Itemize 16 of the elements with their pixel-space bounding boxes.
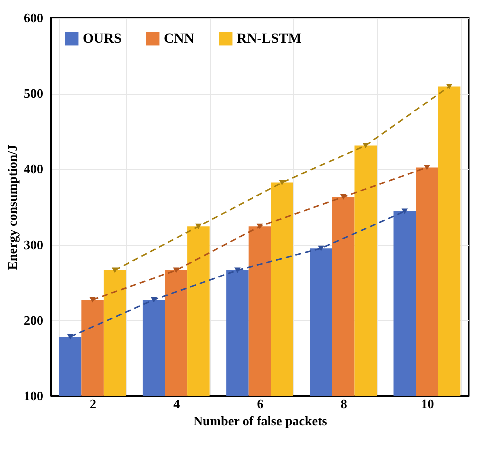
y-axis-title: Energy consumption/J [5, 144, 20, 270]
y-tick-label: 100 [24, 388, 44, 404]
y-tick-label: 300 [24, 237, 44, 252]
legend-label: OURS [83, 32, 122, 47]
x-tick-label: 4 [174, 396, 181, 412]
x-tick-label: 10 [421, 396, 434, 412]
x-tick-label: 6 [257, 396, 264, 412]
legend-label: CNN [164, 32, 194, 47]
y-tick-label: 200 [24, 312, 44, 328]
y-tick-label: 400 [24, 162, 44, 177]
x-tick-label: 2 [90, 396, 97, 412]
legend-label: RN-LSTM [237, 32, 302, 47]
y-tick-label: 500 [24, 86, 44, 102]
y-tick-label: 600 [24, 10, 44, 26]
x-axis-title: Number of false packets [194, 414, 328, 428]
x-tick-label: 8 [340, 396, 348, 412]
